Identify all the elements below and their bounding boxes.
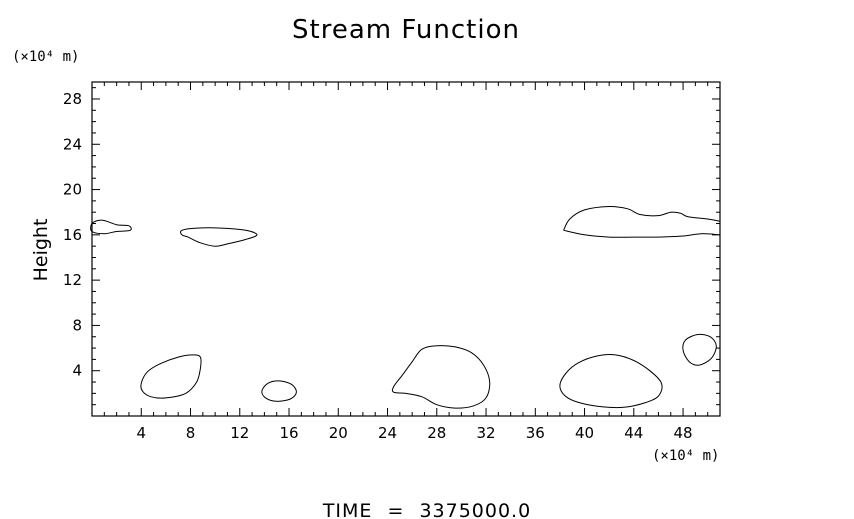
contour-line <box>559 354 663 409</box>
y-axis-label: Height <box>30 219 52 282</box>
x-tick-label: 16 <box>279 424 298 442</box>
contour-line <box>90 219 132 235</box>
x-tick-label: 4 <box>136 424 146 442</box>
y-tick-label: 8 <box>72 316 82 334</box>
contour-line <box>563 205 721 231</box>
chart-title: Stream Function <box>292 15 520 45</box>
y-tick-labels: 4 8 12 16 20 24 28 <box>63 90 82 380</box>
time-footer: TIME = 3375000.0 <box>322 500 531 519</box>
x-tick-label: 24 <box>378 424 397 442</box>
y-tick-label: 4 <box>72 362 82 380</box>
time-value: 3375000.0 <box>419 500 531 519</box>
y-tick-label: 16 <box>63 226 82 244</box>
y-tick-label: 24 <box>63 135 82 153</box>
contour-line <box>261 380 297 402</box>
x-tick-label: 44 <box>624 424 643 442</box>
time-label: TIME <box>322 500 373 519</box>
x-tick-label: 32 <box>476 424 495 442</box>
x-tick-label: 40 <box>575 424 594 442</box>
x-tick-label: 20 <box>329 424 348 442</box>
contour-lines <box>90 205 721 409</box>
y-unit-label: (×10⁴ m) <box>12 49 79 65</box>
time-equals: = <box>387 500 404 519</box>
contour-line <box>563 229 721 238</box>
x-tick-label: 48 <box>674 424 693 442</box>
plot-frame <box>91 81 721 417</box>
contour-line <box>180 227 258 247</box>
y-tick-label: 20 <box>63 181 82 199</box>
x-tick-label: 12 <box>230 424 249 442</box>
y-tick-label: 12 <box>63 271 82 289</box>
y-tick-label: 28 <box>63 90 82 108</box>
x-tick-labels: 4 8 12 16 20 24 28 32 36 40 44 48 <box>136 424 692 442</box>
contour-line <box>140 354 202 399</box>
x-tick-label: 36 <box>526 424 545 442</box>
x-tick-label: 8 <box>186 424 196 442</box>
contour-line <box>682 333 717 366</box>
contour-line <box>391 345 491 409</box>
x-unit-label: (×10⁴ m) <box>652 448 719 464</box>
tick-marks <box>91 82 721 417</box>
x-tick-label: 28 <box>427 424 446 442</box>
